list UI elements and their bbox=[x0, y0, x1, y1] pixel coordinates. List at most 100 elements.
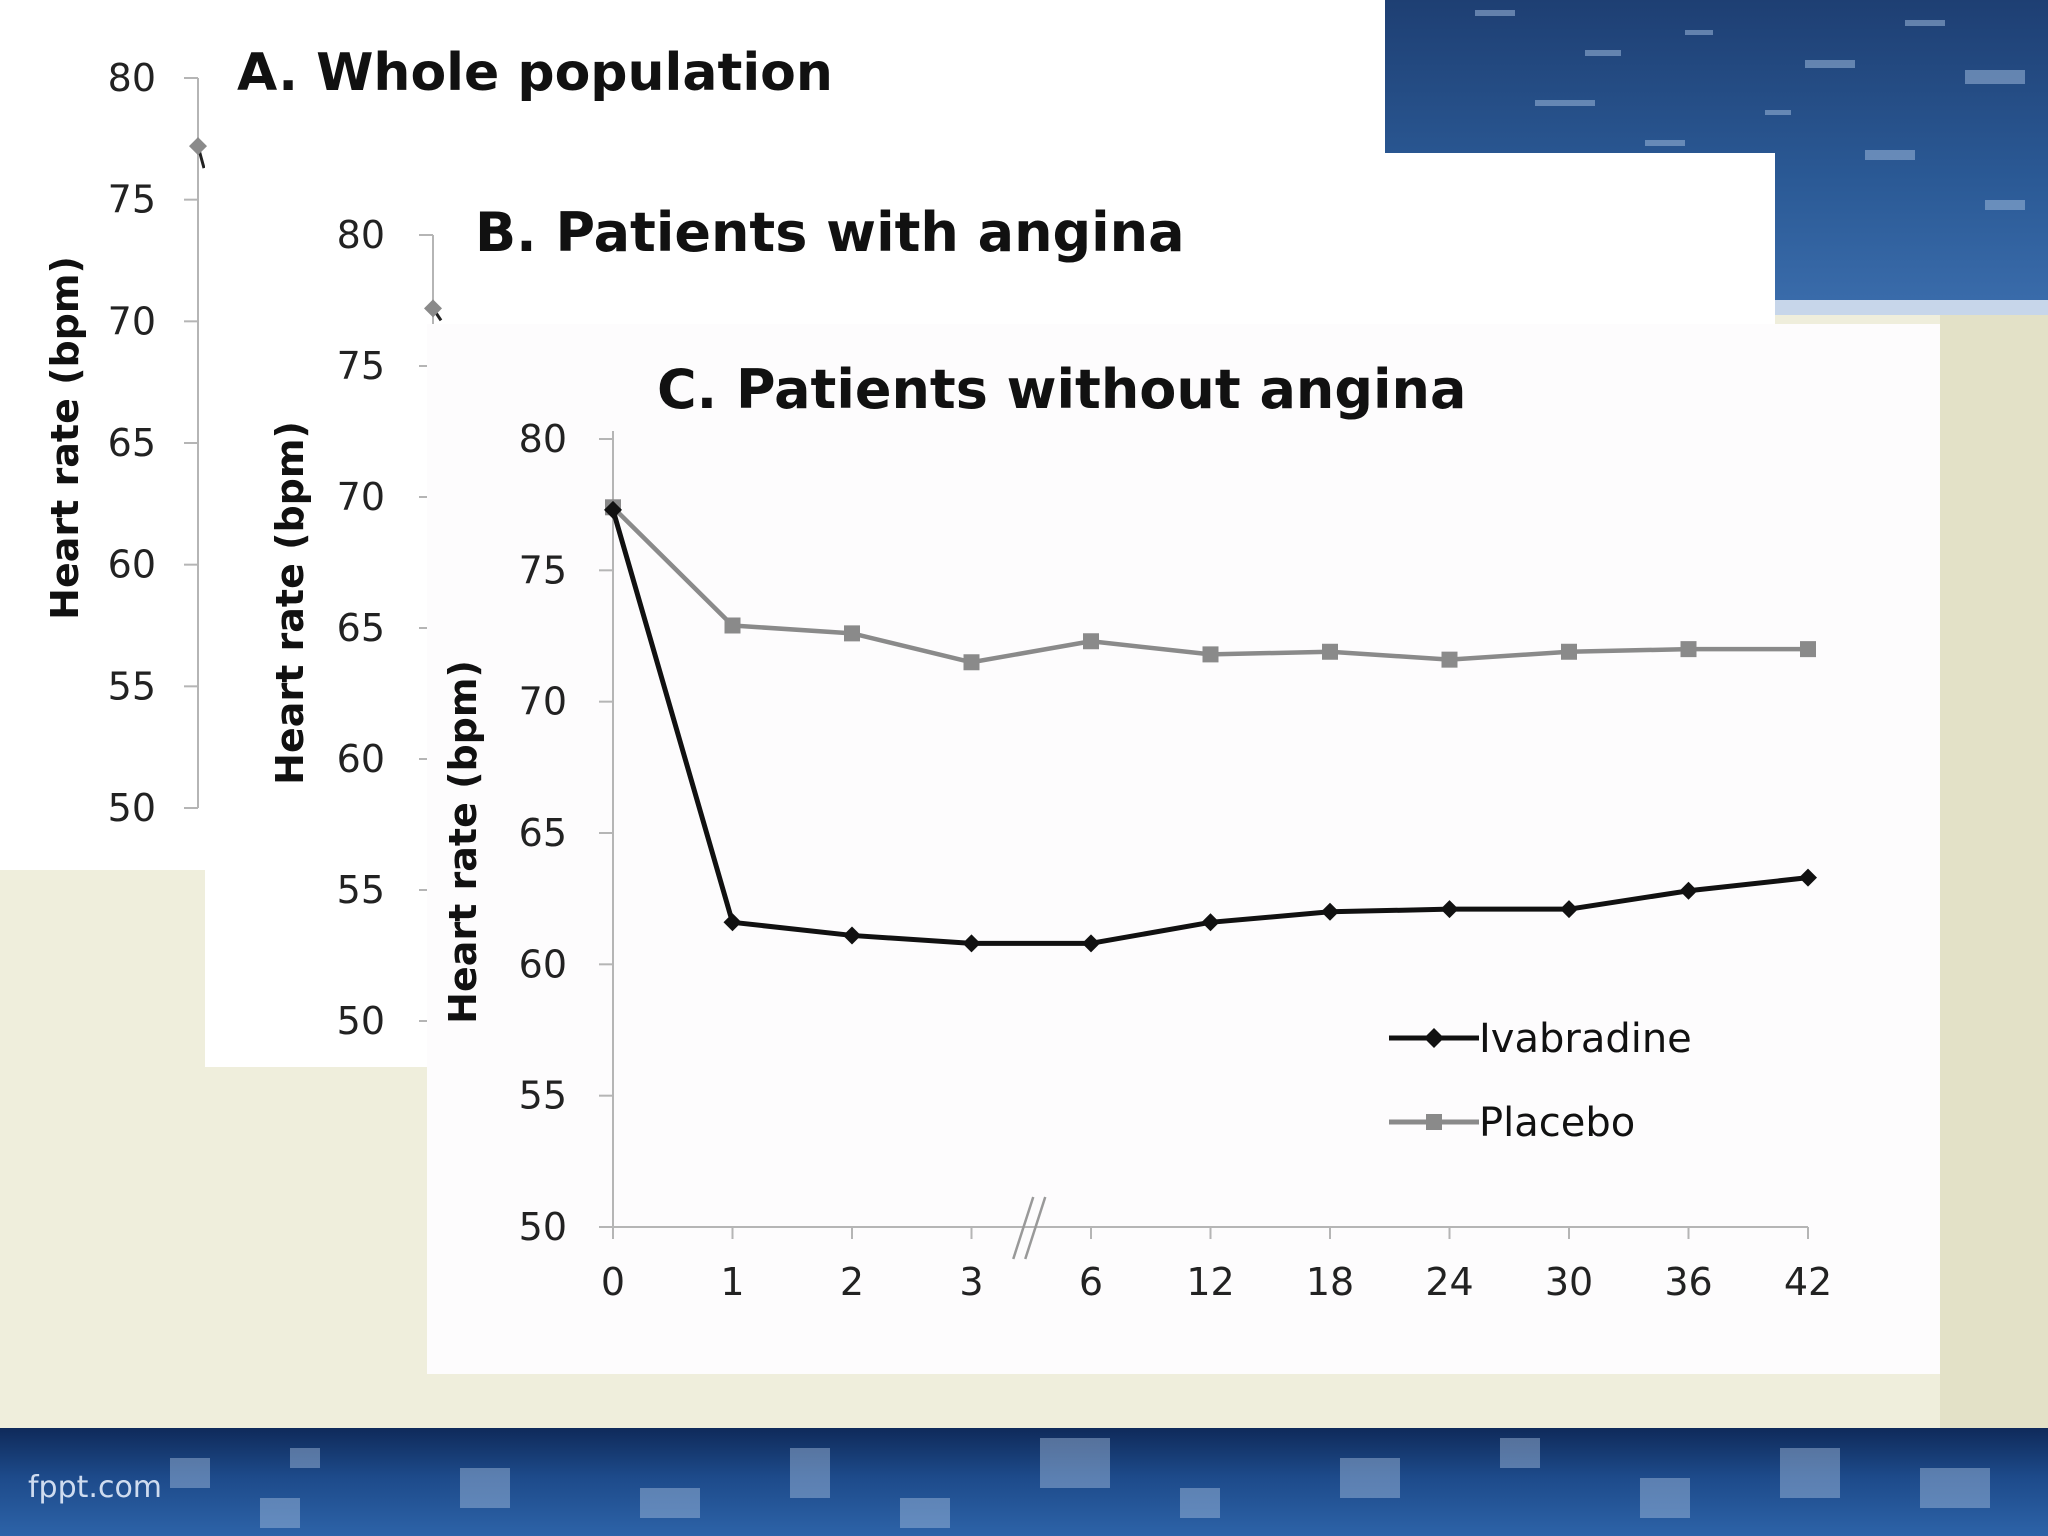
data-point-ivabradine bbox=[1082, 934, 1100, 953]
x-tick-label-c: 2 bbox=[840, 1260, 864, 1304]
data-point-placebo bbox=[1322, 643, 1338, 660]
x-tick-label-c: 36 bbox=[1664, 1260, 1712, 1304]
data-point-b bbox=[424, 299, 442, 318]
y-tick-label-a: 55 bbox=[108, 664, 156, 708]
x-tick-label-c: 6 bbox=[1079, 1260, 1103, 1304]
chart-c-ylabel: Heart rate (bpm) bbox=[441, 660, 485, 1024]
legend-label-ivabradine: Ivabradine bbox=[1479, 1016, 1692, 1062]
data-point-ivabradine bbox=[843, 926, 861, 945]
y-tick-label-b: 65 bbox=[337, 606, 385, 650]
data-point-placebo bbox=[724, 617, 741, 634]
y-tick-label-b: 75 bbox=[337, 344, 385, 388]
y-tick-label-c: 60 bbox=[519, 942, 567, 986]
banner-pixel-decoration bbox=[1805, 60, 1855, 68]
x-tick-label-c: 18 bbox=[1306, 1260, 1354, 1304]
y-tick-label-c: 55 bbox=[519, 1074, 567, 1118]
series-line-placebo bbox=[611, 505, 1808, 665]
chart-a-svg: 80 75 70 65 60 55 50 A. Whole population Heart… bbox=[43, 43, 833, 830]
banner-pixel-decoration bbox=[1640, 1478, 1690, 1518]
data-point-placebo bbox=[1561, 643, 1577, 660]
data-point-ivabradine bbox=[604, 500, 622, 519]
data-point-ivabradine bbox=[962, 934, 981, 953]
banner-pixel-decoration bbox=[640, 1488, 700, 1518]
axis-break-mark bbox=[1024, 1196, 1047, 1260]
y-tick-label-c: 70 bbox=[519, 680, 567, 724]
banner-pixel-decoration bbox=[1585, 50, 1621, 56]
data-point-a bbox=[189, 137, 207, 156]
chart-a-ylabel: Heart rate (bpm) bbox=[43, 256, 87, 620]
banner-pixel-decoration bbox=[1965, 70, 2025, 84]
data-point-placebo bbox=[1441, 651, 1458, 668]
banner-pixel-decoration bbox=[1535, 100, 1595, 106]
data-point-placebo bbox=[1083, 633, 1099, 650]
banner-pixel-decoration bbox=[900, 1498, 950, 1528]
data-point-ivabradine bbox=[723, 913, 742, 932]
x-tick-label-c: 42 bbox=[1784, 1260, 1832, 1304]
y-tick-label-c: 80 bbox=[519, 417, 567, 461]
banner-pixel-decoration bbox=[1985, 200, 2025, 210]
x-tick-label-c: 24 bbox=[1425, 1260, 1473, 1304]
banner-pixel-decoration bbox=[1780, 1448, 1840, 1498]
x-tick-label-c: 0 bbox=[601, 1260, 625, 1304]
y-tick-label-a: 75 bbox=[108, 178, 156, 222]
data-point-placebo bbox=[844, 625, 860, 642]
y-tick-label-a: 70 bbox=[108, 299, 156, 343]
legend: Ivabradine Placebo bbox=[1389, 1016, 1692, 1146]
legend-marker-ivabradine bbox=[1424, 1028, 1444, 1048]
data-point-ivabradine bbox=[1440, 900, 1459, 919]
data-point-placebo bbox=[1202, 646, 1219, 663]
y-tick-label-a: 80 bbox=[108, 56, 156, 100]
banner-pixel-decoration bbox=[790, 1448, 830, 1498]
data-point-ivabradine bbox=[1560, 900, 1578, 919]
banner-pixel-decoration bbox=[1500, 1438, 1540, 1468]
x-tick-label-c: 30 bbox=[1545, 1260, 1593, 1304]
right-band-decoration bbox=[1940, 315, 2048, 1435]
legend-marker-placebo bbox=[1426, 1114, 1442, 1130]
y-tick-label-c: 50 bbox=[519, 1205, 567, 1249]
data-point-ivabradine bbox=[1201, 913, 1220, 932]
chart-b-title: B. Patients with angina bbox=[475, 201, 1185, 264]
axis-break-mark bbox=[1012, 1196, 1035, 1260]
data-point-ivabradine bbox=[1799, 868, 1817, 887]
y-tick-label-b: 55 bbox=[337, 868, 385, 912]
banner-pixel-decoration bbox=[1180, 1488, 1220, 1518]
chart-panel-c: 80 75 70 65 60 55 50 0 1 2 3 6 12 18 24 30 36 42 C. Patie… bbox=[427, 324, 1940, 1374]
legend-item-placebo: Placebo bbox=[1389, 1100, 1635, 1146]
y-tick-label-b: 70 bbox=[337, 475, 385, 519]
banner-pixel-decoration bbox=[460, 1468, 510, 1508]
legend-item-ivabradine: Ivabradine bbox=[1389, 1016, 1692, 1062]
banner-pixel-decoration bbox=[1920, 1468, 1990, 1508]
bottom-banner-decoration bbox=[0, 1428, 2048, 1536]
banner-pixel-decoration bbox=[1865, 150, 1915, 160]
y-tick-label-b: 60 bbox=[337, 737, 385, 781]
x-tick-label-c: 12 bbox=[1186, 1260, 1234, 1304]
banner-pixel-decoration bbox=[1765, 110, 1791, 115]
y-tick-label-c: 75 bbox=[519, 548, 567, 592]
y-tick-label-c: 65 bbox=[519, 811, 567, 855]
banner-pixel-decoration bbox=[1340, 1458, 1400, 1498]
banner-pixel-decoration bbox=[1475, 10, 1515, 16]
x-tick-label-c: 3 bbox=[959, 1260, 983, 1304]
footer-brand: fppt.com bbox=[28, 1470, 163, 1505]
legend-label-placebo: Placebo bbox=[1479, 1100, 1635, 1146]
top-strip-decoration bbox=[1775, 300, 2048, 315]
y-tick-label-a: 60 bbox=[108, 543, 156, 587]
data-point-ivabradine bbox=[1679, 881, 1698, 900]
banner-pixel-decoration bbox=[170, 1458, 210, 1488]
y-tick-label-a: 65 bbox=[108, 421, 156, 465]
x-tick-label-c: 1 bbox=[720, 1260, 744, 1304]
banner-pixel-decoration bbox=[1905, 20, 1945, 26]
banner-pixel-decoration bbox=[1685, 30, 1713, 35]
banner-pixel-decoration bbox=[1645, 140, 1685, 146]
data-point-ivabradine bbox=[1321, 902, 1339, 921]
y-tick-label-a: 50 bbox=[108, 786, 156, 830]
data-point-placebo bbox=[1680, 641, 1697, 658]
chart-c-title: C. Patients without angina bbox=[657, 358, 1466, 421]
banner-pixel-decoration bbox=[290, 1448, 320, 1468]
data-point-placebo bbox=[963, 654, 980, 671]
banner-pixel-decoration bbox=[260, 1498, 300, 1528]
chart-a-title: A. Whole population bbox=[237, 43, 833, 103]
series-line-ivabradine bbox=[610, 509, 1809, 946]
chart-b-svg: 80 75 70 65 60 55 50 B. Patients with angina H… bbox=[268, 201, 1185, 1043]
